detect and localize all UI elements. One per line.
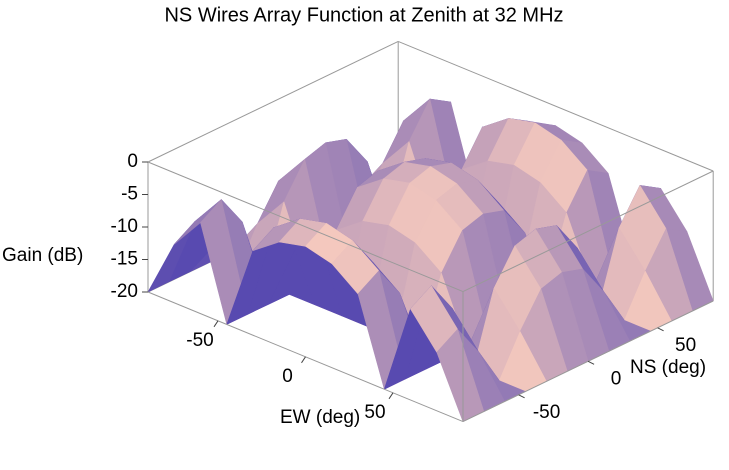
x-tick [388, 392, 394, 400]
box-edge [398, 40, 714, 172]
x-tick [213, 320, 219, 328]
z-tick-label: -10 [111, 216, 138, 237]
x-tick-label: 50 [364, 402, 385, 423]
y-tick [518, 394, 525, 399]
box-edge [147, 40, 399, 163]
box-edge [147, 161, 464, 293]
y-tick-label: 0 [611, 368, 622, 389]
x-axis-label: EW (deg) [280, 407, 360, 428]
y-axis-label: NS (deg) [630, 357, 706, 378]
x-tick-label: 0 [282, 366, 293, 387]
z-axis-label: Gain (dB) [2, 245, 83, 266]
z-tick-label: 0 [127, 151, 138, 172]
chart-title: NS Wires Array Function at Zenith at 32 … [164, 4, 563, 26]
y-tick-label: -50 [533, 402, 560, 423]
y-tick [657, 327, 664, 332]
box-edge [462, 170, 714, 293]
x-tick [301, 356, 306, 364]
y-tick-label: 50 [675, 335, 696, 356]
z-tick-label: -5 [121, 184, 138, 205]
y-tick [587, 360, 595, 365]
z-tick-label: -15 [111, 249, 138, 270]
x-tick-label: -50 [186, 330, 213, 351]
z-tick-label: -20 [111, 281, 138, 302]
